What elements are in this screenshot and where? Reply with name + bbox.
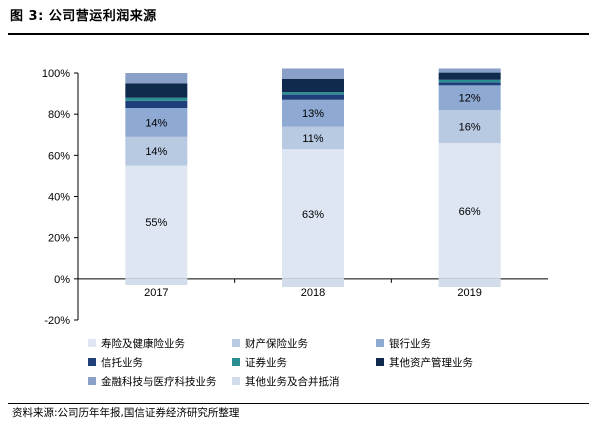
data-label: 66% [459, 206, 481, 218]
legend-swatch [376, 358, 384, 366]
legend-swatch [232, 339, 240, 347]
legend-swatch [232, 358, 240, 366]
source-rule [8, 403, 589, 404]
bar-segment [438, 82, 501, 86]
bar-segment [125, 73, 188, 84]
data-label: 13% [302, 108, 324, 120]
x-tick-label: 2019 [457, 287, 481, 299]
bar-segment [125, 107, 188, 137]
source-note: 资料来源:公司历年年报,国信证券经济研究所整理 [12, 407, 240, 419]
y-tick-label: 100% [42, 68, 70, 80]
bar-segment [438, 85, 501, 111]
legend-label: 金融科技与医疗科技业务 [101, 375, 217, 388]
legend-label: 银行业务 [389, 337, 431, 350]
bar-segment [282, 126, 344, 150]
figure-title: 图 3: 公司营运利润来源 [10, 9, 157, 24]
legend-label: 信托业务 [101, 356, 143, 369]
legend-swatch [88, 339, 96, 347]
data-label: 11% [302, 133, 323, 145]
bar-segment [438, 278, 501, 288]
legend-swatch [232, 377, 240, 385]
bars-group [125, 68, 501, 288]
bar-segment [282, 278, 344, 288]
y-tick-label: 80% [48, 109, 70, 121]
bar-segment [282, 68, 344, 79]
y-tick-label: 0% [54, 274, 70, 286]
bar-segment [125, 136, 188, 166]
legend-label: 其他业务及合并抵消 [245, 375, 340, 388]
y-tick-label: 60% [48, 150, 70, 162]
bar-segment [282, 78, 344, 93]
bar-segment [125, 165, 188, 279]
y-tick-label: -20% [44, 315, 70, 327]
x-tick-label: 2018 [301, 287, 325, 299]
bar-segment [438, 72, 501, 80]
bar-segment [438, 110, 501, 143]
legend-swatch [376, 339, 384, 347]
legend-label: 证券业务 [245, 356, 287, 369]
legend-label: 其他资产管理业务 [389, 356, 473, 369]
data-label: 55% [145, 217, 167, 229]
data-label: 14% [145, 117, 167, 129]
bar-segment [125, 278, 188, 286]
data-label: 16% [459, 122, 481, 134]
bar-segment [282, 149, 344, 279]
y-tick-label: 20% [48, 233, 70, 245]
data-label: 63% [302, 209, 324, 221]
y-tick-label: 40% [48, 192, 70, 204]
data-label: 14% [145, 146, 167, 158]
data-label: 12% [459, 93, 481, 105]
bar-segment [125, 83, 188, 98]
bar-segment [438, 68, 501, 73]
bar-segment [282, 94, 344, 100]
data-labels-group: 55% 14% 14% 63% 11% 13% 66% 16% 12% [145, 93, 481, 230]
bar-segment [438, 142, 501, 279]
bar-segment [438, 79, 501, 83]
bar-segment [125, 100, 188, 108]
bar-segment [282, 92, 344, 95]
x-tick-label: 2017 [144, 287, 168, 299]
bar-segment [282, 99, 344, 127]
bar-segment [125, 97, 188, 101]
title-rule [8, 33, 589, 35]
legend-swatch [88, 358, 96, 366]
legend-label: 寿险及健康险业务 [101, 337, 185, 350]
legend-swatch [88, 377, 96, 385]
legend-label: 财产保险业务 [245, 337, 308, 350]
